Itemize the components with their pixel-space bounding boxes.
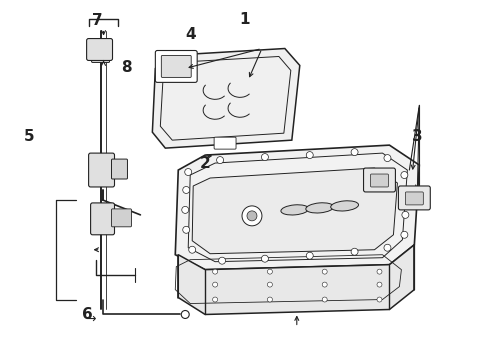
Polygon shape bbox=[192, 168, 397, 254]
Text: →: → bbox=[85, 313, 96, 326]
Text: 5: 5 bbox=[24, 130, 35, 144]
Circle shape bbox=[262, 255, 269, 262]
Circle shape bbox=[268, 297, 272, 302]
FancyBboxPatch shape bbox=[161, 55, 191, 77]
Circle shape bbox=[217, 157, 223, 163]
Ellipse shape bbox=[281, 205, 309, 215]
Circle shape bbox=[377, 282, 382, 287]
Circle shape bbox=[182, 206, 189, 213]
FancyBboxPatch shape bbox=[92, 49, 110, 62]
Circle shape bbox=[377, 269, 382, 274]
FancyBboxPatch shape bbox=[89, 153, 115, 187]
Ellipse shape bbox=[306, 203, 334, 213]
Circle shape bbox=[189, 246, 196, 253]
Circle shape bbox=[268, 282, 272, 287]
Circle shape bbox=[183, 186, 190, 193]
Text: 8: 8 bbox=[122, 59, 132, 75]
FancyBboxPatch shape bbox=[405, 192, 423, 205]
Circle shape bbox=[219, 257, 225, 264]
Text: 4: 4 bbox=[186, 27, 196, 42]
Circle shape bbox=[377, 297, 382, 302]
FancyBboxPatch shape bbox=[112, 209, 131, 227]
Polygon shape bbox=[175, 145, 419, 270]
Circle shape bbox=[213, 269, 218, 274]
FancyBboxPatch shape bbox=[91, 203, 115, 235]
Text: 2: 2 bbox=[200, 156, 211, 171]
Circle shape bbox=[306, 152, 313, 159]
Circle shape bbox=[402, 192, 409, 198]
Circle shape bbox=[402, 211, 409, 219]
FancyBboxPatch shape bbox=[398, 186, 430, 210]
FancyBboxPatch shape bbox=[364, 168, 395, 192]
Circle shape bbox=[181, 310, 189, 319]
Circle shape bbox=[268, 269, 272, 274]
FancyBboxPatch shape bbox=[112, 159, 127, 179]
FancyBboxPatch shape bbox=[370, 174, 389, 187]
Circle shape bbox=[306, 252, 313, 259]
Circle shape bbox=[384, 244, 391, 251]
Circle shape bbox=[351, 248, 358, 255]
Circle shape bbox=[213, 282, 218, 287]
Circle shape bbox=[322, 269, 327, 274]
FancyBboxPatch shape bbox=[155, 50, 197, 82]
Circle shape bbox=[185, 168, 192, 176]
Text: 1: 1 bbox=[240, 12, 250, 27]
Polygon shape bbox=[152, 49, 300, 148]
Circle shape bbox=[247, 211, 257, 221]
Circle shape bbox=[242, 206, 262, 226]
FancyBboxPatch shape bbox=[87, 39, 113, 60]
Ellipse shape bbox=[331, 201, 359, 211]
Circle shape bbox=[351, 149, 358, 156]
Circle shape bbox=[322, 297, 327, 302]
Circle shape bbox=[401, 231, 408, 238]
Circle shape bbox=[401, 171, 408, 179]
Circle shape bbox=[322, 282, 327, 287]
Polygon shape bbox=[178, 245, 415, 315]
Text: 3: 3 bbox=[412, 130, 423, 144]
FancyBboxPatch shape bbox=[214, 137, 236, 149]
Circle shape bbox=[262, 154, 269, 161]
Circle shape bbox=[384, 154, 391, 162]
Circle shape bbox=[213, 297, 218, 302]
Text: 7: 7 bbox=[92, 13, 102, 28]
Circle shape bbox=[183, 226, 190, 233]
Text: 6: 6 bbox=[82, 307, 93, 322]
